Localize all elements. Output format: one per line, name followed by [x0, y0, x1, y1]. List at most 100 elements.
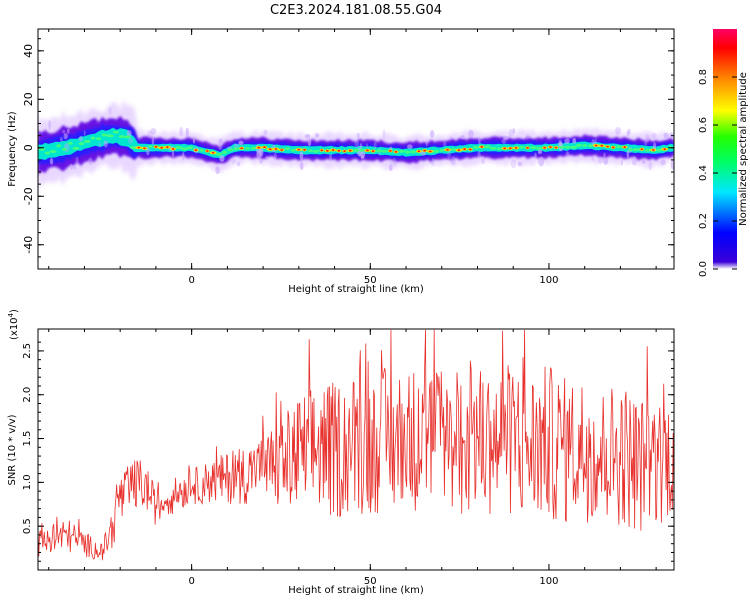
spectrogram-speckle — [620, 160, 623, 166]
spectrogram-speckle — [477, 150, 481, 159]
colorbar-tick-label: 0.0 — [698, 261, 709, 277]
spectrogram-blob — [38, 147, 46, 151]
chart-title: C2E3.2024.181.08.55.G04 — [270, 3, 442, 18]
snr-panel: 0 50 100 0.5 1.0 1.5 2.0 2.5 SNR (10 * v/v) (x1… — [7, 309, 675, 596]
spectrogram-peak — [240, 147, 244, 150]
snr-x-label: Height of straight line (km) — [288, 585, 424, 596]
spectrogram-blob — [530, 146, 537, 150]
spectrogram-peak — [343, 150, 346, 153]
spectrogram-peak — [388, 149, 392, 152]
spectrogram-peak — [503, 147, 507, 150]
snr-plot-area — [38, 329, 674, 561]
spectrogram-speckle — [83, 130, 86, 137]
spectrogram-speckle — [538, 156, 545, 167]
spectrogram-blob — [49, 150, 57, 154]
spectrogram-speckle — [443, 141, 447, 147]
spectrogram-speckle — [307, 138, 312, 147]
spectrogram-speckle — [126, 129, 132, 137]
spectrogram-speckle — [147, 130, 154, 139]
spectrogram-peak — [366, 149, 369, 152]
spectrogram-speckle — [151, 136, 155, 146]
snr-x-tick-label: 50 — [364, 576, 377, 587]
spectrogram-speckle — [389, 159, 393, 165]
spectrogram-blob — [398, 149, 405, 153]
spectrogram-speckle — [615, 127, 621, 135]
spectrogram-peak — [263, 146, 266, 149]
spectrogram-speckle — [192, 136, 196, 144]
spectrogram-blob — [587, 144, 594, 148]
spectrogram-speckle — [460, 135, 465, 140]
spectrogram-speckle — [481, 156, 485, 165]
spectrogram-peak — [154, 145, 158, 148]
spectrogram-blob — [575, 143, 583, 147]
colorbar-tick-label: 0.8 — [698, 69, 709, 85]
spectrogram-speckle — [299, 151, 304, 161]
spectrogram-speckle — [359, 142, 363, 149]
spectrogram-speckle — [478, 136, 481, 145]
spectrogram-blob — [199, 148, 205, 152]
spectrogram-speckle — [660, 159, 666, 165]
spectrogram-blob — [307, 149, 313, 153]
spectrogram-peak — [480, 145, 484, 148]
spectrogram-speckle — [631, 156, 637, 166]
spectrogram-speckle — [598, 156, 604, 164]
spectrogram-blob — [227, 148, 234, 152]
spectrogram-blob — [83, 139, 91, 143]
colorbar-tick-label: 0.4 — [698, 165, 709, 181]
spectrogram-blob — [644, 148, 651, 152]
spectrogram-blob — [215, 152, 223, 156]
spectrogram-y-label: Frequency (Hz) — [7, 111, 18, 187]
snr-series-line — [38, 329, 674, 561]
spectrogram-peak — [194, 149, 198, 151]
colorbar-tick-label: 0.6 — [698, 117, 709, 133]
spectrogram-speckle — [526, 134, 530, 140]
spectrogram-peak — [257, 146, 261, 149]
colorbar-ticks: 0.0 0.2 0.4 0.6 0.8 — [698, 69, 737, 277]
spectrogram-ticks: 0 50 100 -40 -20 0 20 40 — [22, 29, 674, 286]
spectrogram-blob — [101, 133, 108, 137]
spectrogram-blob — [375, 149, 382, 153]
spectrogram-peak — [211, 151, 215, 154]
spectrogram-y-tick-label: 40 — [22, 44, 35, 58]
snr-y-tick-label: 1.5 — [22, 431, 33, 447]
spectrogram-band-core — [38, 127, 674, 161]
spectrogram-speckle — [512, 128, 516, 134]
spectrogram-x-tick-label: 0 — [188, 275, 194, 286]
spectrogram-speckle — [450, 156, 456, 166]
spectrogram-peak — [297, 148, 301, 151]
spectrogram-blob — [72, 146, 80, 150]
spectrogram-speckle — [259, 158, 263, 164]
spectrogram-speckle — [508, 128, 514, 137]
spectrogram-blob — [535, 146, 543, 150]
spectrogram-peak — [468, 148, 472, 151]
spectrogram-speckle — [468, 129, 474, 138]
spectrogram-speckle — [354, 139, 360, 149]
spectrogram-peak — [623, 146, 627, 148]
spectrogram-speckle — [591, 156, 595, 161]
snr-x-tick-label: 100 — [539, 576, 558, 587]
spectrogram-peak — [326, 149, 329, 152]
spectrogram-heatmap — [38, 100, 674, 190]
spectrogram-speckle — [181, 152, 185, 161]
spectrogram-speckle — [648, 161, 652, 171]
spectrogram-speckle — [429, 130, 435, 138]
snr-y-scale-base: (x10 — [9, 317, 20, 340]
snr-y-label: SNR (10 * v/v) — [7, 414, 18, 485]
spectrogram-blob — [106, 134, 114, 138]
spectrogram-peak — [651, 149, 655, 151]
spectrogram-peak — [457, 149, 461, 152]
spectrogram-speckle — [595, 138, 598, 144]
spectrogram-peak — [543, 146, 547, 149]
spectrogram-speckle — [263, 129, 268, 135]
spectrogram-speckle — [425, 138, 428, 147]
spectrogram-blob — [290, 148, 296, 152]
snr-axes-frame — [37, 328, 675, 571]
spectrogram-blob — [221, 150, 228, 154]
spectrogram-blob — [472, 145, 480, 149]
spectrogram-speckle — [392, 157, 397, 167]
spectrogram-blob — [56, 144, 62, 148]
spectrogram-speckle — [670, 159, 674, 170]
spectrogram-blob — [186, 146, 194, 150]
spectrogram-speckle — [537, 149, 543, 155]
spectrogram-speckle — [59, 136, 63, 142]
